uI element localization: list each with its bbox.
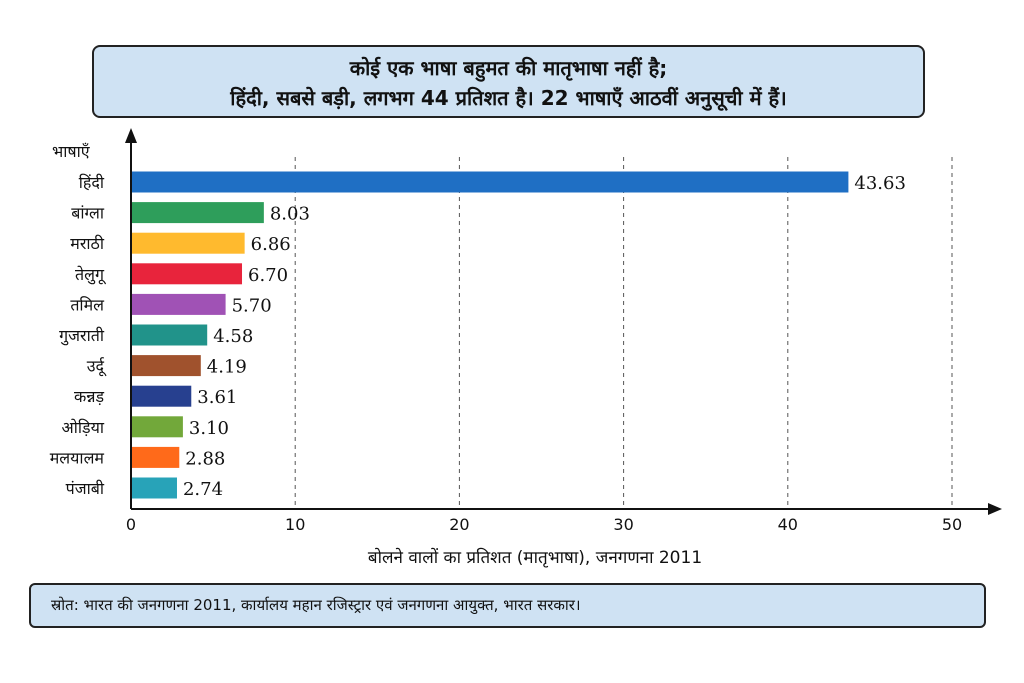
category-labels: हिंदी बांग्ला मराठी तेलुगू तमिल गुजराती उर्दू क… [50,173,108,498]
chart-title-line-1: कोई एक भाषा बहुमत की मातृभाषा नहीं है; [349,56,668,80]
x-tick-label: 20 [449,515,469,534]
category-label: बांग्ला [71,204,105,223]
value-label: 5.70 [232,295,272,316]
value-label: 2.74 [183,479,223,500]
y-axis-arrow [125,128,137,143]
value-label: 4.19 [207,357,247,378]
value-label: 6.70 [248,265,288,286]
value-label: 8.03 [270,204,310,225]
value-label: 3.61 [197,387,237,408]
x-axis-arrow [988,503,1002,515]
category-label: उर्दू [87,357,108,377]
category-label: ओड़िया [62,418,105,437]
bar [132,232,245,254]
x-tick-label: 40 [778,515,798,534]
bar [132,385,192,407]
bar [132,416,183,438]
grid-lines [294,157,953,509]
category-label: पंजाबी [66,479,105,498]
y-axis-label: भाषाएँ [52,142,91,161]
category-label: गुजराती [59,326,105,346]
bar [132,263,243,285]
value-label: 3.10 [189,418,229,439]
chart-title-line-2: हिंदी, सबसे बड़ी, लगभग 44 प्रतिशत है। 22… [230,86,787,110]
x-tick-label: 10 [285,515,305,534]
category-label: तेलुगू [75,265,107,285]
category-label: तमिल [70,295,105,314]
x-tick-label: 0 [126,515,136,534]
bar [132,477,177,499]
bar [132,324,208,346]
x-tick-labels: 0 10 20 30 40 50 [126,515,962,534]
bars [132,171,849,499]
source-note: स्रोत: भारत की जनगणना 2011, कार्यालय महा… [29,583,986,628]
value-label: 6.86 [251,234,291,255]
value-label: 43.63 [854,173,906,194]
x-tick-label: 30 [613,515,633,534]
value-labels: 43.63 8.03 6.86 6.70 5.70 4.58 4.19 3.61 3.10 2.8… [183,173,906,500]
bar [132,446,180,468]
value-label: 4.58 [213,326,253,347]
x-axis-label: बोलने वालों का प्रतिशत (मातृभाषा), जनगणन… [368,547,702,568]
category-label: हिंदी [79,173,105,192]
category-label: मराठी [70,234,105,253]
category-label: कन्नड़ [74,387,104,406]
bar [132,171,849,193]
category-label: मलयालम [50,448,105,467]
bar [132,202,264,224]
bar [132,355,201,377]
x-tick-label: 50 [942,515,962,534]
bar [132,293,226,315]
title-box: कोई एक भाषा बहुमत की मातृभाषा नहीं है; ह… [92,45,925,118]
value-label: 2.88 [185,448,225,469]
